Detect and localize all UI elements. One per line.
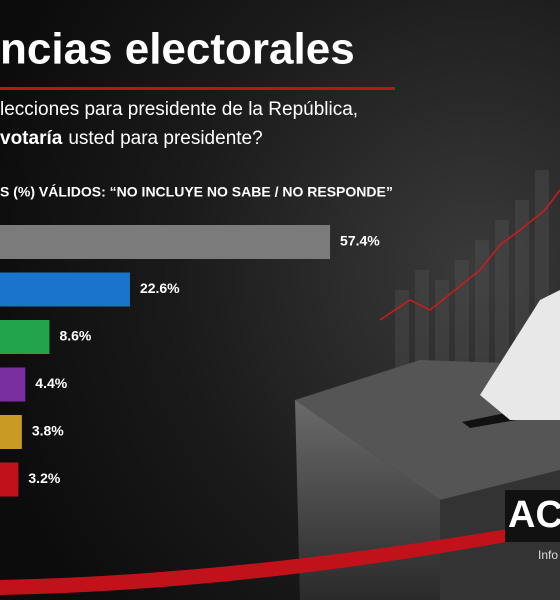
subtitle-line1: lecciones para presidente de la Repúblic… bbox=[0, 99, 358, 120]
bar bbox=[0, 415, 22, 449]
value-label: 22.6% bbox=[140, 280, 180, 296]
value-label: 8.6% bbox=[59, 328, 91, 344]
title-rule bbox=[0, 87, 395, 90]
value-label: 57.4% bbox=[340, 233, 380, 249]
subtitle-rest: usted para presidente? bbox=[68, 128, 262, 149]
chart-title: ncias electorales bbox=[0, 25, 355, 74]
subtitle-bold: votaría bbox=[0, 128, 63, 149]
bars: 57.4% 22.6% 8.6% 4.4% 3.8% 3.2% bbox=[0, 225, 380, 497]
bar bbox=[0, 367, 26, 402]
value-label: 3.8% bbox=[32, 423, 64, 439]
bar bbox=[0, 272, 130, 307]
decor-trend bbox=[379, 189, 560, 321]
note: S (%) VÁLIDOS: “NO INCLUYE NO SABE / NO … bbox=[0, 184, 393, 200]
bar bbox=[0, 462, 19, 497]
value-label: 3.2% bbox=[28, 470, 60, 486]
bar bbox=[0, 225, 331, 259]
value-label: 4.4% bbox=[35, 375, 67, 391]
ballot bbox=[480, 290, 560, 420]
logo-subtext: Info bbox=[538, 548, 558, 562]
swoosh bbox=[0, 520, 560, 595]
logo-box bbox=[505, 490, 560, 542]
bar bbox=[0, 320, 50, 354]
logo-text: AC bbox=[508, 494, 560, 536]
subtitle-line2: votaría usted para presidente? bbox=[0, 128, 263, 149]
